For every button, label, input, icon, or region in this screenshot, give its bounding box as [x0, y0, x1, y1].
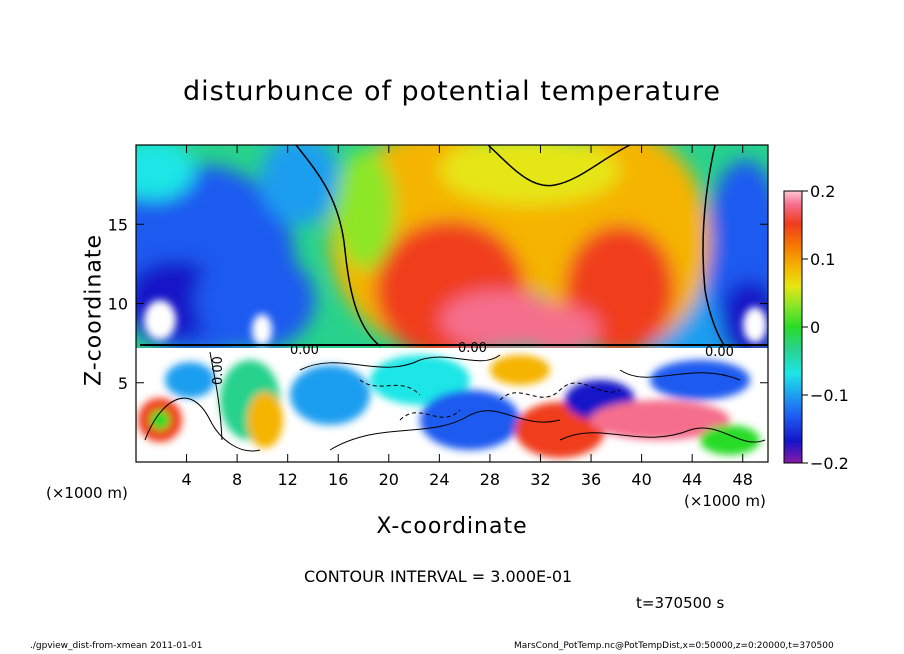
x-tick-label: 16 [328, 470, 348, 489]
footer-left: ./gpview_dist-from-xmean 2011-01-01 [30, 641, 203, 651]
colorbar-tick-label: −0.1 [810, 386, 849, 405]
x-tick-label: 32 [530, 470, 550, 489]
x-axis-label-text: X-coordinate [376, 514, 528, 539]
colorbar-axis: 0.2 0.1 0 −0.1 −0.2 [802, 182, 849, 473]
contour-label: 0.00 [211, 356, 226, 385]
contour-label: 0.00 [290, 343, 319, 358]
y-tick-label: 5 [118, 374, 128, 393]
colorbar-tick-label: 0.2 [810, 182, 835, 201]
contour-interval: CONTOUR INTERVAL = 3.000E-01 [304, 567, 573, 586]
x-tick-label: 44 [682, 470, 702, 489]
colorbar-tick-label: −0.2 [810, 454, 849, 473]
footer-right: MarsCond_PotTemp.nc@PotTempDist,x=0:5000… [514, 641, 834, 651]
x-tick-label: 48 [733, 470, 753, 489]
y-tick-label: 10 [108, 295, 128, 314]
x-unit-label-right: (×1000 m) [684, 492, 766, 510]
x-tick-label: 12 [278, 470, 298, 489]
colorbar [783, 190, 803, 464]
x-tick-label: 28 [480, 470, 500, 489]
colorbar-tick-label: 0 [810, 318, 820, 337]
y-tick-label: 15 [108, 215, 128, 234]
x-unit-label-left: (×1000 m) [46, 484, 128, 502]
y-axis: 5 10 15 [108, 215, 768, 393]
contour-label: 0.00 [705, 345, 734, 360]
colorbar-tick-label: 0.1 [810, 250, 835, 269]
chart-title: disturbunce of potential temperature [183, 76, 721, 107]
x-axis: 4 8 12 16 20 24 28 32 36 40 44 48 [181, 145, 753, 489]
heatmap-field [136, 145, 768, 462]
x-tick-label: 36 [581, 470, 601, 489]
x-tick-label: 24 [429, 470, 449, 489]
y-axis-label: Z-coordinate [81, 234, 107, 386]
time-label: t=370500 s [636, 594, 725, 612]
x-tick-label: 20 [379, 470, 399, 489]
x-tick-label: 40 [631, 470, 651, 489]
x-tick-label: 8 [232, 470, 242, 489]
x-tick-label: 4 [181, 470, 191, 489]
contour-label: 0.00 [458, 341, 487, 356]
x-axis-label: X-coordinate [0, 514, 904, 539]
